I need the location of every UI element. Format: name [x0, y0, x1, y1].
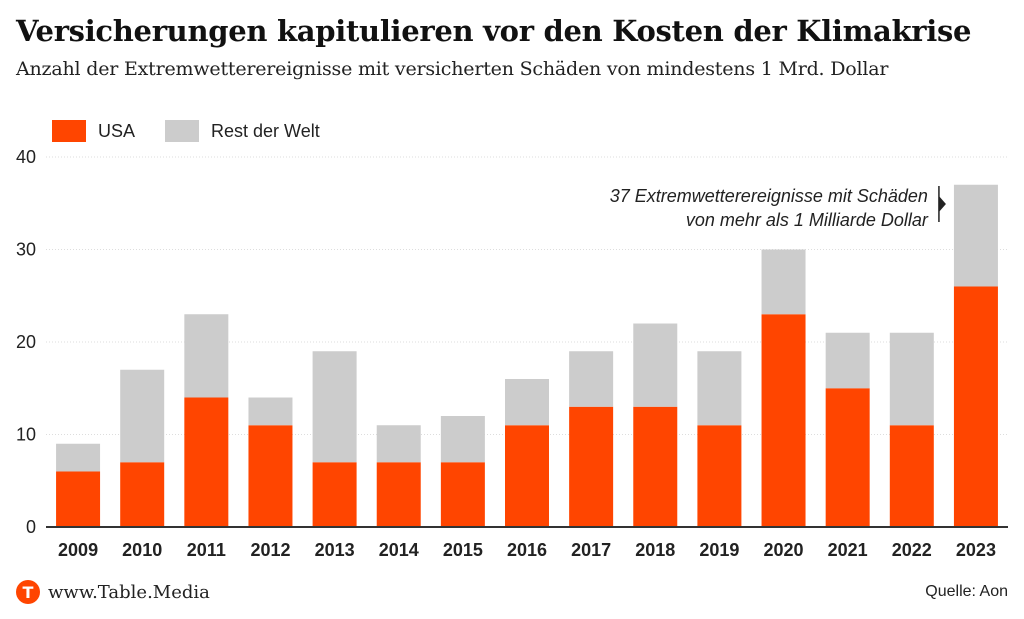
footer-brand: T www.Table.Media	[16, 580, 210, 604]
y-tick-label: 10	[16, 425, 36, 445]
bar-usa	[761, 314, 806, 527]
footer-site: www.Table.Media	[48, 581, 210, 603]
x-tick-label: 2018	[635, 540, 675, 560]
bar-usa	[56, 471, 101, 527]
x-tick-label: 2017	[571, 540, 611, 560]
bar-rest	[697, 351, 742, 426]
legend-label-rest: Rest der Welt	[211, 120, 320, 141]
x-tick-label: 2012	[250, 540, 290, 560]
bar-rest	[248, 397, 293, 426]
bar-rest	[761, 249, 806, 315]
bar-rest	[889, 332, 934, 426]
y-tick-label: 20	[16, 332, 36, 352]
x-tick-label: 2010	[122, 540, 162, 560]
bar-rest	[312, 351, 357, 463]
x-tick-label: 2013	[315, 540, 355, 560]
x-tick-label: 2014	[379, 540, 419, 560]
bar-usa	[633, 406, 678, 527]
bar-usa	[505, 425, 549, 527]
annotation-text: von mehr als 1 Milliarde Dollar	[686, 210, 929, 230]
y-tick-label: 0	[26, 517, 36, 537]
x-tick-label: 2023	[956, 540, 996, 560]
bar-rest	[505, 379, 549, 426]
x-tick-label: 2011	[187, 540, 226, 560]
x-tick-label: 2021	[828, 540, 868, 560]
bar-usa	[697, 425, 742, 527]
bar-rest	[440, 416, 485, 463]
legend-swatch-rest	[165, 120, 200, 142]
bar-usa	[312, 462, 357, 527]
y-tick-label: 40	[16, 147, 36, 167]
y-tick-label: 30	[16, 240, 36, 260]
x-tick-label: 2022	[892, 540, 932, 560]
bar-usa	[184, 397, 229, 527]
x-tick-label: 2015	[443, 540, 483, 560]
x-tick-label: 2020	[764, 540, 804, 560]
bar-rest	[953, 184, 998, 287]
chart-title: Versicherungen kapitulieren vor den Kost…	[16, 14, 972, 48]
legend-label-usa: USA	[98, 120, 136, 141]
bar-rest	[376, 425, 421, 463]
bar-usa	[440, 462, 485, 527]
annotation-text: 37 Extremwetterereignisse mit Schäden	[610, 186, 928, 206]
bar-rest	[633, 323, 678, 407]
annotation-pointer	[938, 196, 946, 212]
bar-usa	[569, 406, 614, 527]
legend: USA Rest der Welt	[52, 120, 350, 142]
bar-usa	[825, 388, 870, 527]
bar-rest	[120, 369, 165, 463]
x-tick-label: 2019	[699, 540, 739, 560]
x-tick-label: 2016	[507, 540, 547, 560]
x-tick-label: 2009	[58, 540, 98, 560]
bar-rest	[569, 351, 614, 407]
legend-item-usa: USA	[52, 120, 135, 142]
bar-rest	[184, 314, 229, 398]
bar-usa	[953, 286, 998, 527]
footer-source: Quelle: Aon	[925, 583, 1008, 600]
legend-swatch-usa	[52, 120, 86, 142]
chart-subtitle: Anzahl der Extremwetterereignisse mit ve…	[16, 58, 889, 80]
table-media-logo: T	[16, 580, 40, 604]
bar-rest	[825, 332, 870, 389]
legend-item-rest: Rest der Welt	[165, 120, 320, 142]
bar-rest	[56, 443, 101, 472]
bar-usa	[376, 462, 421, 527]
bar-usa	[248, 425, 293, 527]
bar-usa	[889, 425, 934, 527]
bar-usa	[120, 462, 165, 527]
